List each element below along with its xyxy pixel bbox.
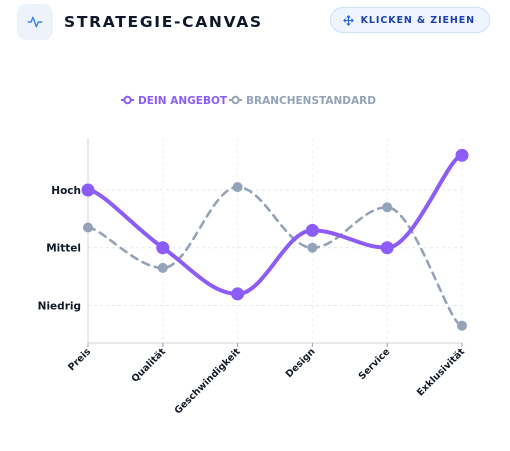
legend-marker xyxy=(231,95,240,105)
data-point-branchenstandard[interactable] xyxy=(307,242,318,253)
x-tick-label: Geschwindigkeit xyxy=(173,346,244,417)
data-point-branchenstandard[interactable] xyxy=(382,202,393,213)
legend-label: DEIN ANGEBOT xyxy=(138,95,228,107)
legend-item-dein-angebot[interactable]: DEIN ANGEBOT xyxy=(121,95,228,107)
x-tick-label: Service xyxy=(357,346,393,382)
header: STRATEGIE-CANVAS KLICKEN & ZIEHEN xyxy=(0,0,510,44)
y-tick-label: Hoch xyxy=(51,185,81,197)
data-point-dein-angebot[interactable] xyxy=(380,241,394,255)
y-tick-label: Mittel xyxy=(46,243,81,255)
logo-box xyxy=(17,4,53,40)
data-point-dein-angebot[interactable] xyxy=(81,183,95,197)
drag-button-label: KLICKEN & ZIEHEN xyxy=(360,14,475,26)
page-title: STRATEGIE-CANVAS xyxy=(64,13,263,31)
legend-item-branchenstandard[interactable]: BRANCHENSTANDARD xyxy=(229,95,376,107)
move-icon xyxy=(343,14,354,26)
activity-icon xyxy=(27,16,43,28)
drag-mode-button[interactable]: KLICKEN & ZIEHEN xyxy=(329,7,490,33)
data-point-branchenstandard[interactable] xyxy=(157,262,168,273)
x-tick-label: Design xyxy=(284,346,318,380)
legend-marker xyxy=(123,95,132,105)
data-point-dein-angebot[interactable] xyxy=(156,241,170,255)
legend-label: BRANCHENSTANDARD xyxy=(246,95,376,107)
x-tick-label: Qualität xyxy=(130,346,169,385)
x-tick-label: Exklusivität xyxy=(415,346,468,399)
series-line-branchenstandard xyxy=(86,185,464,327)
series-line-dein-angebot xyxy=(86,153,464,296)
data-point-dein-angebot[interactable] xyxy=(305,223,319,237)
data-point-branchenstandard[interactable] xyxy=(232,182,243,193)
data-point-dein-angebot[interactable] xyxy=(455,148,469,162)
data-point-dein-angebot[interactable] xyxy=(231,287,245,301)
data-point-branchenstandard[interactable] xyxy=(83,222,93,233)
y-tick-label: Niedrig xyxy=(38,300,81,312)
x-tick-label: Preis xyxy=(66,346,93,373)
data-point-branchenstandard[interactable] xyxy=(457,320,467,331)
